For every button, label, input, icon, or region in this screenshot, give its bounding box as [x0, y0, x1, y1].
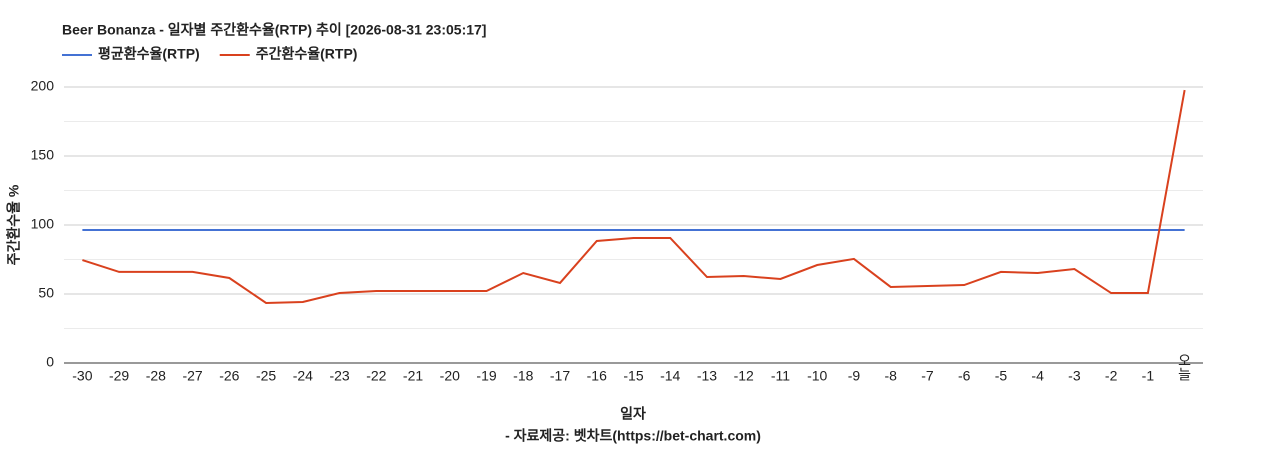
- x-tick-label: -21: [403, 368, 423, 384]
- x-tick-label: -29: [109, 368, 129, 384]
- y-axis-title: 주간환수율 %: [6, 184, 22, 265]
- x-tick-label: -28: [146, 368, 166, 384]
- x-tick-label: -26: [219, 368, 239, 384]
- x-tick-label: -9: [848, 368, 861, 384]
- x-tick-label: -7: [921, 368, 934, 384]
- x-tick-label: -22: [366, 368, 386, 384]
- x-tick-label: -23: [329, 368, 349, 384]
- x-tick-label: -25: [256, 368, 276, 384]
- x-tick-label: -13: [697, 368, 717, 384]
- x-tick-label: -30: [72, 368, 92, 384]
- x-tick-label: -3: [1068, 368, 1081, 384]
- x-tick-label: -18: [513, 368, 533, 384]
- x-tick-label: -5: [995, 368, 1008, 384]
- x-tick-label: 오늘: [1177, 353, 1193, 381]
- x-tick-label: -15: [623, 368, 643, 384]
- source-note: - 자료제공: 벳차트(https://bet-chart.com): [505, 428, 761, 444]
- x-tick-label: -14: [660, 368, 680, 384]
- x-tick-label: -4: [1031, 368, 1044, 384]
- chart-title: Beer Bonanza - 일자별 주간환수율(RTP) 추이 [2026-0…: [62, 22, 486, 38]
- x-tick-label: -27: [182, 368, 202, 384]
- y-tick-label: 50: [38, 285, 54, 301]
- x-tick-label: -1: [1142, 368, 1155, 384]
- x-tick-label: -12: [734, 368, 754, 384]
- series-line: [82, 89, 1186, 304]
- y-tick-label: 200: [31, 78, 55, 94]
- x-tick-label: -11: [771, 368, 790, 384]
- y-tick-label: 100: [31, 216, 55, 232]
- x-tick-label: -16: [587, 368, 607, 384]
- legend-label: 평균환수율(RTP): [98, 46, 200, 62]
- legend-label: 주간환수율(RTP): [256, 46, 358, 62]
- x-tick-label: -6: [958, 368, 971, 384]
- x-tick-label: -19: [476, 368, 496, 384]
- x-tick-label: -10: [807, 368, 827, 384]
- x-axis-title: 일자: [620, 406, 646, 422]
- y-tick-label: 0: [46, 354, 54, 370]
- x-tick-label: -24: [293, 368, 313, 384]
- x-tick-label: -2: [1105, 368, 1118, 384]
- x-tick-label: -20: [440, 368, 460, 384]
- x-tick-label: -8: [884, 368, 897, 384]
- x-tick-label: -17: [550, 368, 570, 384]
- y-tick-label: 150: [31, 147, 55, 163]
